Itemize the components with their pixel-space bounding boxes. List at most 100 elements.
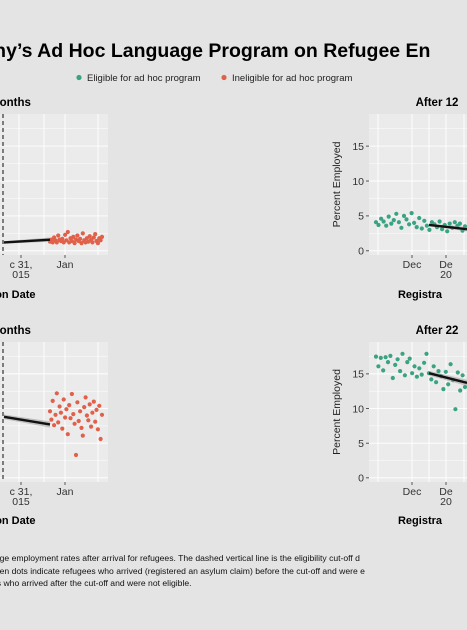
point-ineligible	[69, 391, 74, 397]
x-tick-label: Dec	[403, 486, 422, 498]
panel-background	[0, 114, 108, 255]
point-ineligible	[73, 452, 79, 458]
point-ineligible	[93, 419, 98, 424]
point-ineligible	[60, 236, 65, 241]
point-ineligible	[87, 234, 92, 239]
point-eligible	[407, 222, 412, 227]
point-ineligible	[68, 416, 73, 421]
caption-line-1: rage employment rates after arrival for …	[0, 553, 360, 563]
point-ineligible	[97, 403, 102, 408]
x-tick-label: De	[439, 259, 453, 271]
trend-line	[3, 238, 51, 244]
point-eligible	[384, 223, 389, 228]
point-ineligible	[86, 418, 91, 423]
y-tick-label: 15	[352, 141, 364, 153]
point-eligible	[399, 225, 404, 230]
point-eligible	[376, 222, 381, 228]
point-eligible	[394, 211, 399, 216]
y-axis-label: Percent Employed	[331, 369, 343, 455]
point-eligible	[376, 364, 381, 369]
y-tick-label: 10	[352, 176, 364, 188]
trend-line	[428, 223, 467, 231]
point-eligible	[381, 219, 386, 224]
x-tick-label: c 31,	[10, 259, 33, 271]
point-ineligible	[54, 240, 59, 245]
y-tick-label: 15	[352, 369, 364, 381]
panel-title: After 22	[416, 325, 459, 337]
y-tick-label: 5	[358, 438, 364, 450]
point-ineligible	[71, 412, 76, 417]
point-eligible	[462, 384, 467, 390]
point-ineligible	[67, 403, 72, 408]
point-eligible	[431, 364, 436, 369]
legend-swatch	[76, 74, 82, 81]
point-eligible	[395, 357, 400, 362]
point-ineligible	[98, 436, 103, 442]
point-eligible	[412, 220, 417, 225]
point-ineligible	[61, 397, 66, 402]
point-eligible	[393, 362, 398, 367]
legend-label: Ineligible for ad hoc program	[232, 73, 352, 84]
point-eligible	[412, 364, 417, 369]
point-ineligible	[90, 410, 95, 415]
point-eligible	[391, 218, 396, 223]
y-axis-label: Percent Employed	[331, 141, 343, 227]
point-eligible	[386, 214, 391, 219]
panel-background	[369, 114, 467, 255]
point-eligible	[385, 360, 391, 365]
point-ineligible	[58, 410, 64, 415]
point-ineligible	[95, 427, 100, 432]
point-ineligible	[56, 420, 61, 425]
point-eligible	[448, 362, 453, 367]
point-eligible	[445, 229, 450, 234]
point-ineligible	[93, 232, 98, 237]
point-ineligible	[87, 402, 92, 407]
point-eligible	[436, 369, 441, 374]
point-eligible	[389, 221, 394, 226]
x-axis-label: Registra	[398, 515, 443, 527]
panel-3: Months c 31,015 Jan tion Date	[0, 325, 108, 527]
point-ineligible	[76, 418, 81, 424]
x-tick-label: 015	[12, 496, 30, 508]
point-eligible	[409, 211, 414, 216]
x-axis-label: Registra	[398, 289, 443, 301]
point-ineligible	[90, 240, 95, 245]
point-eligible	[460, 373, 465, 378]
x-tick-label: Jan	[57, 259, 74, 271]
point-ineligible	[78, 409, 83, 414]
y-tick-label: 0	[358, 246, 364, 258]
point-eligible	[427, 227, 432, 232]
point-ineligible	[89, 424, 94, 429]
point-eligible	[373, 354, 379, 359]
point-ineligible	[52, 423, 57, 428]
point-ineligible	[82, 405, 87, 410]
x-tick-label: De	[439, 486, 453, 498]
point-eligible	[422, 218, 427, 223]
chart-title: many’s Ad Hoc Language Program on Refuge…	[0, 40, 430, 62]
point-ineligible	[57, 404, 62, 409]
point-ineligible	[95, 241, 100, 246]
point-eligible	[419, 226, 424, 231]
point-ineligible	[79, 425, 84, 430]
point-eligible	[457, 221, 462, 226]
point-eligible	[407, 356, 412, 361]
legend-swatch	[221, 74, 227, 81]
point-eligible	[440, 227, 445, 232]
panel-title: Months	[0, 97, 31, 109]
point-eligible	[443, 369, 448, 374]
x-tick-label: 20	[440, 496, 452, 508]
x-tick-label: 015	[12, 269, 30, 281]
point-eligible	[453, 407, 458, 412]
point-ineligible	[72, 421, 77, 426]
point-eligible	[378, 355, 383, 360]
figure-caption: rage employment rates after arrival for …	[0, 552, 467, 590]
x-tick-label: Jan	[57, 486, 74, 498]
caption-line-2: reen dots indicate refugees who arrived …	[0, 565, 365, 576]
x-tick-label: Dec	[403, 259, 422, 271]
point-ineligible	[94, 407, 99, 412]
panel-1: Months c 31,015 Jan tion Date	[0, 97, 108, 301]
point-ineligible	[99, 234, 105, 239]
